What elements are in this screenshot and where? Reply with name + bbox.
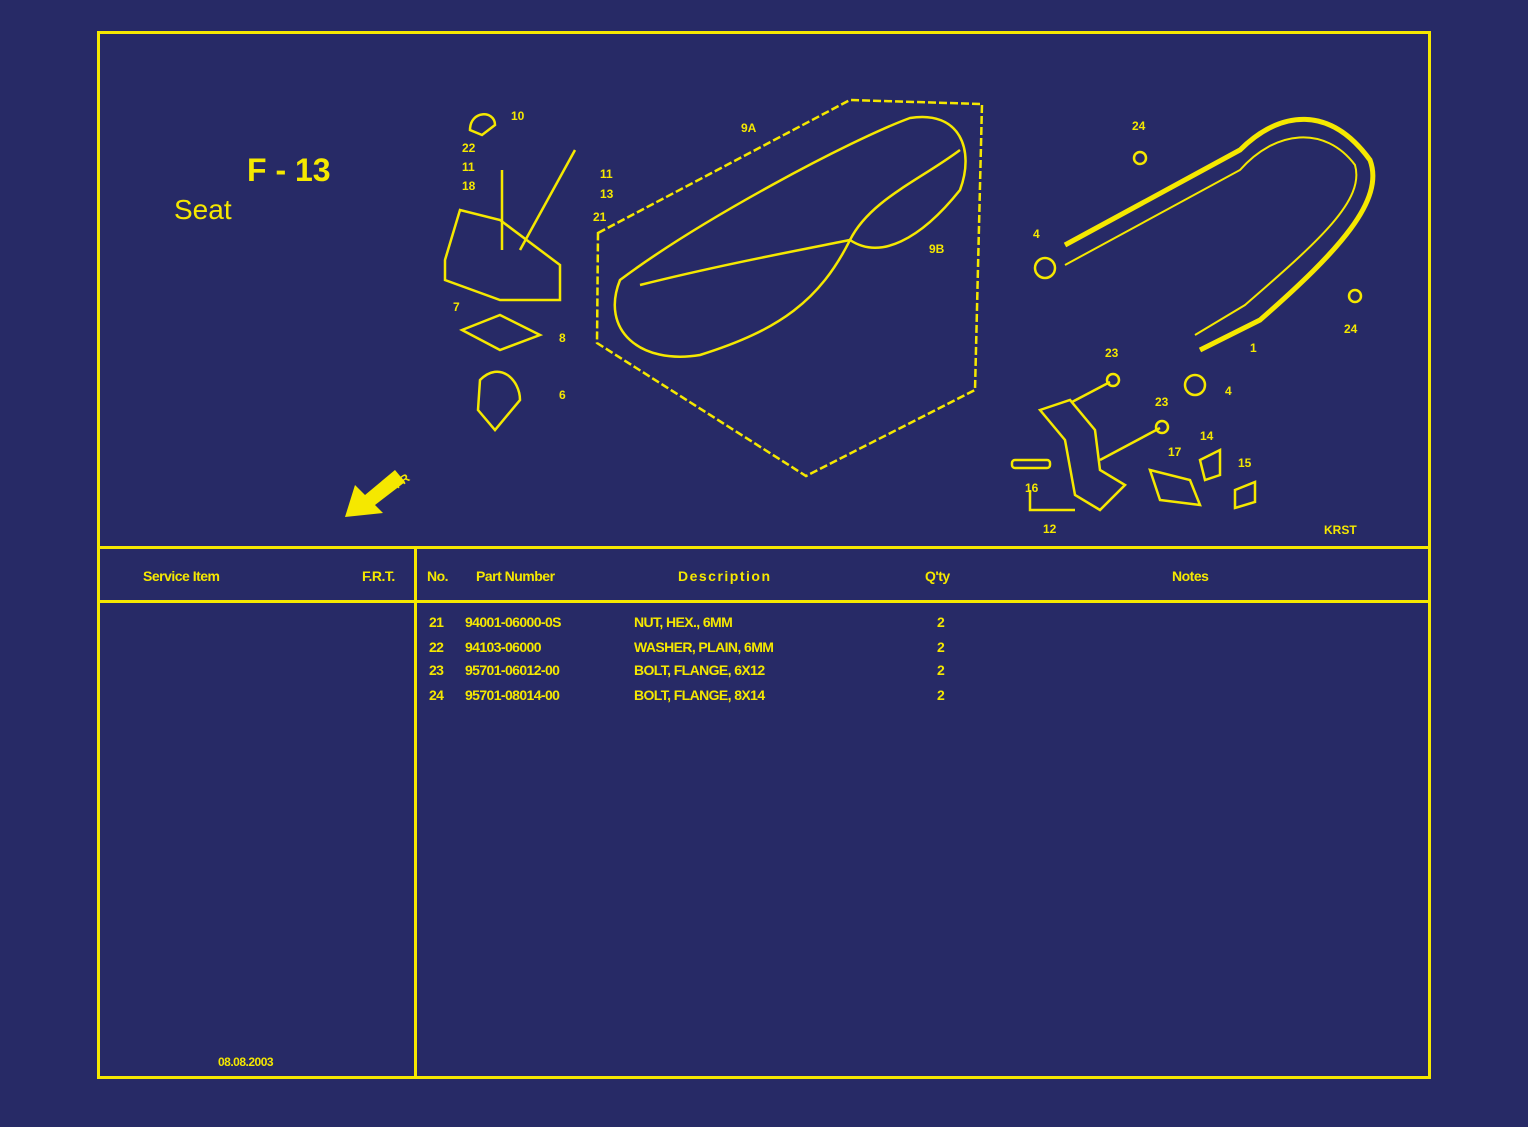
page-frame <box>97 31 1431 1079</box>
callout-label: 6 <box>559 388 566 402</box>
header-notes: Notes <box>1172 568 1209 584</box>
divider <box>414 546 417 1076</box>
callout-label: 4 <box>1225 384 1232 398</box>
seat-lock-bracket <box>443 208 562 302</box>
callout-label: 17 <box>1168 445 1182 459</box>
callout-label: 22 <box>462 141 476 155</box>
header-part-number: Part Number <box>476 568 555 584</box>
callout-label: 23 <box>1155 395 1169 409</box>
header-qty: Q'ty <box>925 568 950 584</box>
callout-label: 13 <box>600 187 614 201</box>
callouts: 10 22 11 18 11 13 21 7 8 6 9A 9B 24 4 1 … <box>453 109 1358 536</box>
callout-label: 24 <box>1344 322 1358 336</box>
seat-outline <box>595 98 984 478</box>
page-title: Seat <box>174 194 232 225</box>
header-description: Description <box>678 568 772 584</box>
header-service-item: Service Item <box>143 568 220 584</box>
callout-label: 4 <box>1033 227 1040 241</box>
page-code: F - 13 <box>247 152 331 188</box>
drawing-code: KRST <box>1324 523 1357 537</box>
callout-label: 14 <box>1200 429 1214 443</box>
front-arrow-icon <box>345 470 405 517</box>
callout-label: 7 <box>453 300 460 314</box>
divider <box>97 546 1431 549</box>
callout-label: 9B <box>929 242 945 256</box>
callout-label: 15 <box>1238 456 1252 470</box>
header-frt: F.R.T. <box>362 568 395 584</box>
date-stamp: 08.08.2003 <box>218 1055 274 1069</box>
callout-label: 18 <box>462 179 476 193</box>
callout-label: 16 <box>1025 481 1039 495</box>
callout-label: 11 <box>462 160 475 174</box>
callout-label: 23 <box>1105 346 1119 360</box>
header-no: No. <box>427 568 449 584</box>
callout-label: 8 <box>559 331 566 345</box>
seat-shape <box>613 115 967 358</box>
callout-label: 10 <box>511 109 525 123</box>
callout-label: 12 <box>1043 522 1057 536</box>
callout-label: 24 <box>1132 119 1146 133</box>
divider <box>97 600 1431 603</box>
callout-label: 9A <box>741 121 757 135</box>
callout-label: 11 <box>600 167 613 181</box>
callout-label: 1 <box>1250 341 1257 355</box>
callout-label: 21 <box>593 210 607 224</box>
